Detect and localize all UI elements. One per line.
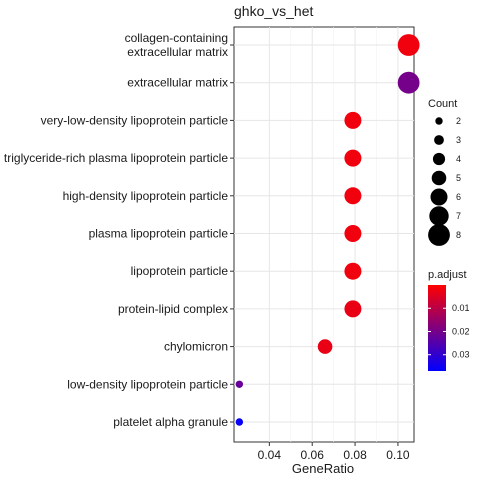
count-legend: Count 2 3 4 5 6 7 8 — [428, 98, 461, 246]
p-adjust-legend: p.adjust 0.01 0.02 0.03 — [428, 269, 470, 371]
data-point — [235, 418, 244, 426]
count-legend-dot — [435, 117, 443, 125]
y-tick-label: plasma lipoprotein particle — [89, 227, 229, 241]
data-point — [397, 71, 420, 94]
data-point — [317, 339, 333, 354]
data-point — [344, 187, 362, 205]
count-legend-dot — [428, 224, 450, 246]
y-tick-label: low-density lipoprotein particle — [67, 377, 228, 391]
count-legend-dot — [430, 188, 448, 206]
y-tick-label: collagen-containing extracellular matrix — [125, 31, 228, 59]
x-tick-label: 0.04 — [258, 448, 282, 462]
y-tick-label: triglyceride-rich plasma lipoprotein par… — [4, 151, 228, 165]
y-tick-label: extracellular matrix — [127, 76, 228, 90]
y-tick-label: protein-lipid complex — [118, 302, 228, 316]
p-adjust-tick-label: 0.01 — [452, 303, 470, 313]
y-axis: collagen-containing extracellular matrix e… — [4, 31, 234, 429]
p-adjust-tick-label: 0.02 — [452, 326, 470, 336]
x-tick-label: 0.06 — [301, 448, 325, 462]
count-legend-label: 3 — [456, 135, 461, 145]
count-legend-label: 7 — [456, 211, 461, 221]
y-tick-label: very-low-density lipoprotein particle — [41, 113, 229, 127]
count-legend-dot — [429, 206, 449, 226]
count-legend-label: 8 — [456, 230, 461, 240]
x-tick-label: 0.10 — [386, 448, 410, 462]
count-legend-dot — [431, 170, 447, 186]
x-tick-label: 0.08 — [343, 448, 367, 462]
count-legend-dot — [434, 135, 444, 145]
p-adjust-colorbar — [428, 285, 446, 371]
count-legend-label: 5 — [456, 173, 461, 183]
x-axis-title: GeneRatio — [292, 461, 354, 476]
plot-panel — [233, 26, 420, 443]
count-legend-label: 2 — [456, 116, 461, 126]
count-legend-title: Count — [428, 98, 457, 110]
y-tick-label: platelet alpha granule — [113, 415, 228, 429]
y-tick-label: lipoprotein particle — [131, 264, 229, 278]
count-legend-label: 4 — [456, 154, 461, 164]
data-point — [344, 225, 362, 242]
data-point — [235, 380, 244, 388]
data-point — [397, 34, 420, 56]
count-legend-dot — [432, 152, 446, 166]
y-tick-label: high-density lipoprotein particle — [63, 189, 229, 203]
p-adjust-legend-title: p.adjust — [428, 269, 467, 281]
data-point — [344, 149, 362, 167]
y-tick-label: chylomicron — [164, 340, 228, 354]
x-axis: 0.04 0.06 0.08 0.10 — [258, 442, 410, 462]
data-point — [344, 300, 362, 318]
p-adjust-tick-label: 0.03 — [452, 350, 470, 360]
count-legend-label: 6 — [456, 192, 461, 202]
data-point — [344, 262, 362, 280]
chart-title: ghko_vs_het — [234, 3, 314, 19]
data-point — [344, 111, 362, 129]
